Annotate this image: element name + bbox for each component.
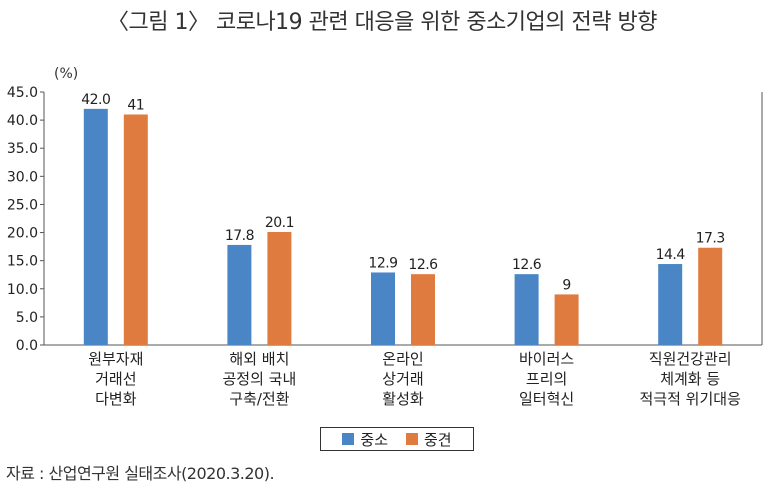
data-label: 12.6	[512, 257, 542, 273]
data-label: 42.0	[81, 92, 110, 108]
x-category-label: 바이러스	[519, 350, 574, 368]
bar-sme	[658, 264, 683, 345]
bar-sme	[514, 274, 539, 345]
y-tick-label: 10.0	[7, 282, 38, 298]
bar-midsize	[554, 294, 579, 345]
chart-title: 〈그림 1〉 코로나19 관련 대응을 위한 중소기업의 전략 방향	[107, 10, 657, 35]
legend-label-midsize: 중견	[424, 430, 452, 449]
y-tick-label: 5.0	[16, 310, 38, 326]
x-category-label: 적극적 위기대응	[640, 390, 741, 408]
bar-sme	[371, 272, 395, 345]
y-tick-label: 40.0	[7, 113, 38, 129]
y-tick-label: 35.0	[7, 141, 38, 157]
x-category-label: 공정의 국내	[223, 370, 297, 388]
y-tick-label: 45.0	[7, 85, 38, 101]
data-label: 9	[562, 277, 570, 293]
bar-chart: (%) 0.0 5.0 10.0 15.0 20.0 25.0 30.0 35.0 40.0 45.…	[7, 66, 763, 408]
x-category-label: 직원건강관리	[649, 350, 732, 368]
legend: 중소 중견	[320, 427, 474, 451]
source-note: 자료 : 산업연구원 실태조사(2020.3.20).	[6, 464, 275, 483]
y-tick-label: 25.0	[7, 197, 38, 213]
x-category-label: 다변화	[95, 390, 137, 408]
data-label: 17.3	[696, 231, 725, 247]
bar-sme	[227, 244, 252, 345]
data-label: 12.9	[368, 255, 397, 271]
x-category-label: 일터혁신	[519, 390, 574, 408]
x-category-label: 구축/전환	[229, 390, 289, 408]
legend-item-sme: 중소	[342, 429, 388, 450]
data-label: 41	[127, 97, 144, 113]
y-axis-unit-label: (%)	[54, 66, 78, 82]
x-category-label: 체계화 등	[660, 370, 720, 388]
y-tick-label: 0.0	[16, 338, 38, 354]
x-category-label: 해외 배치	[229, 350, 289, 368]
x-category-label: 프리의	[526, 370, 567, 388]
x-category-label: 원부자재	[88, 350, 143, 368]
data-label: 17.8	[225, 228, 254, 244]
legend-swatch-midsize	[406, 433, 418, 445]
data-label: 14.4	[656, 247, 686, 263]
legend-swatch-sme	[342, 433, 355, 445]
x-category-label: 상거래	[382, 370, 423, 388]
bar-midsize	[267, 231, 292, 345]
y-tick-label: 15.0	[7, 254, 38, 270]
data-label: 12.6	[408, 257, 438, 273]
bar-midsize	[698, 247, 723, 345]
legend-label-sme: 중소	[360, 430, 388, 449]
data-label: 20.1	[265, 215, 294, 231]
bar-midsize	[411, 274, 435, 345]
x-category-label: 온라인	[382, 350, 423, 368]
x-category-label: 활성화	[382, 390, 424, 408]
legend-item-midsize: 중견	[406, 429, 452, 450]
bar-midsize	[123, 114, 148, 345]
bar-sme	[83, 108, 108, 345]
y-tick-label: 20.0	[7, 226, 38, 242]
y-tick-label: 30.0	[7, 169, 38, 185]
x-category-label: 거래선	[95, 370, 136, 388]
